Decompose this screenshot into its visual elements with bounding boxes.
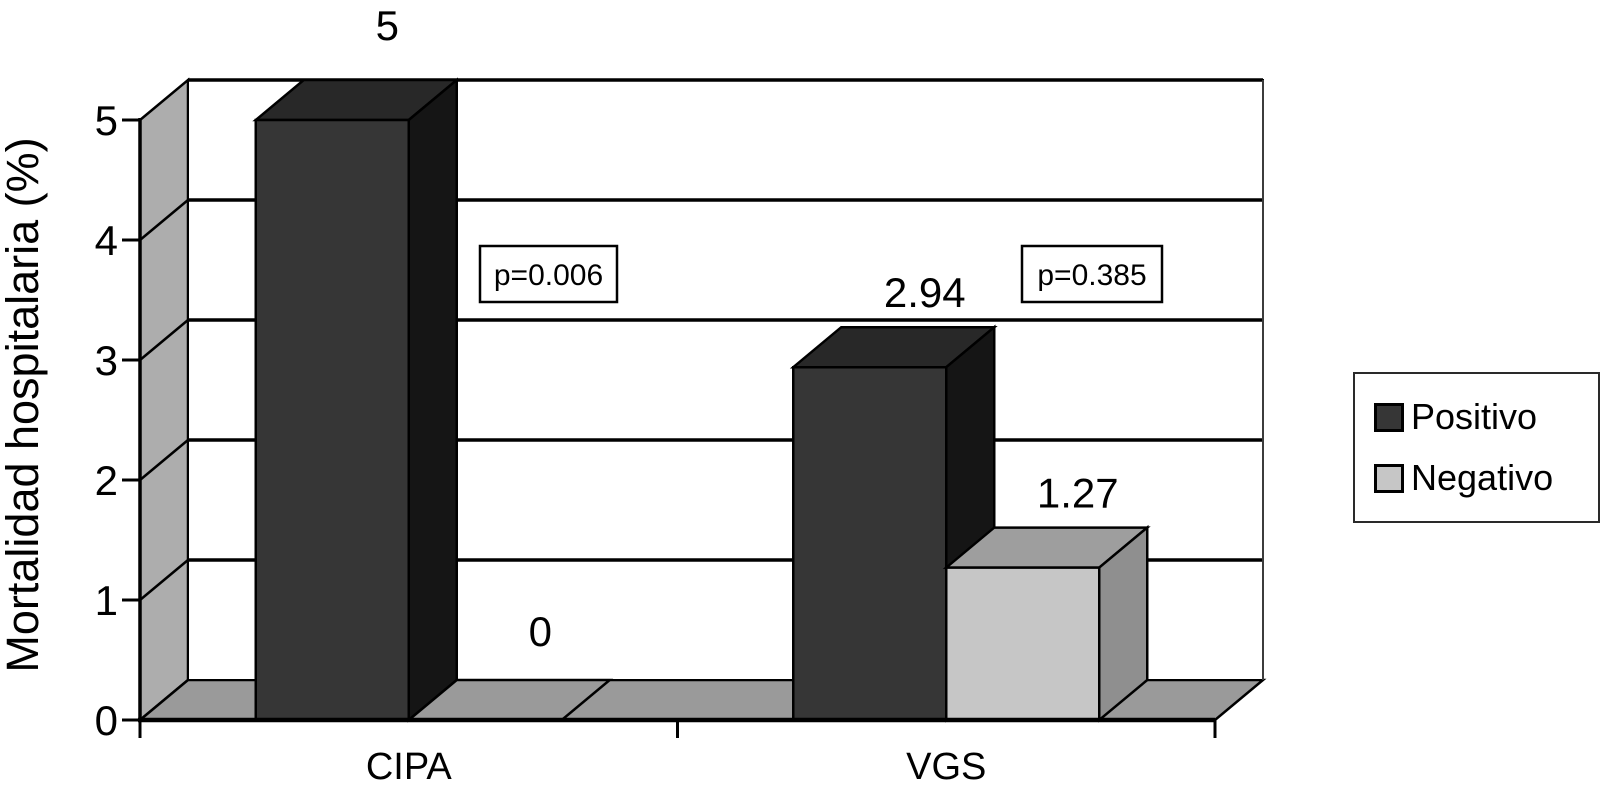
- x-category-label-cipa: CIPA: [366, 746, 453, 788]
- y-tick-label-4: 4: [95, 217, 118, 264]
- left-wall-tick-diagonal: [139, 319, 189, 361]
- legend-label-negativo: Negativo: [1411, 457, 1554, 498]
- annotation-text-cipa: p=0.006: [494, 259, 603, 292]
- annotation-box-vgs: [1020, 244, 1164, 304]
- y-tick-label-3: 3: [95, 337, 118, 384]
- y-tick-label-0: 0: [95, 697, 118, 744]
- x-category-label-vgs: VGS: [906, 746, 986, 788]
- annotation-box-cipa: [478, 244, 619, 304]
- legend-label-positivo: Positivo: [1411, 396, 1538, 437]
- left-wall: [138, 77, 190, 723]
- bar-positivo-cipa-front: [254, 118, 410, 722]
- value-label-positivo-vgs: 2.94: [884, 269, 966, 316]
- legend-item-positivo: Positivo: [1374, 399, 1598, 435]
- y-tick-label-1: 1: [95, 577, 118, 624]
- bar-negativo-vgs-front: [945, 566, 1101, 722]
- legend-item-negativo: Negativo: [1374, 460, 1598, 496]
- y-tick-label-2: 2: [95, 457, 118, 504]
- value-label-negativo-vgs: 1.27: [1037, 470, 1119, 517]
- bar-positivo-cipa-side: [407, 77, 458, 723]
- value-label-negativo-cipa: 0: [529, 608, 552, 655]
- positivo-swatch-icon: [1374, 402, 1404, 432]
- left-wall-tick-diagonal: [139, 559, 189, 601]
- y-axis-title: Mortalidad hospitalaria (%): [0, 137, 48, 672]
- negativo-swatch-icon: [1374, 463, 1404, 493]
- annotation-text-vgs: p=0.385: [1037, 259, 1146, 292]
- y-tick-label-5: 5: [95, 97, 118, 144]
- left-wall-tick-diagonal: [139, 439, 189, 481]
- bar-positivo-vgs-front: [792, 365, 948, 722]
- legend: Positivo Negativo: [1353, 372, 1600, 523]
- value-label-positivo-cipa: 5: [376, 2, 399, 49]
- left-wall-tick-diagonal: [139, 199, 189, 241]
